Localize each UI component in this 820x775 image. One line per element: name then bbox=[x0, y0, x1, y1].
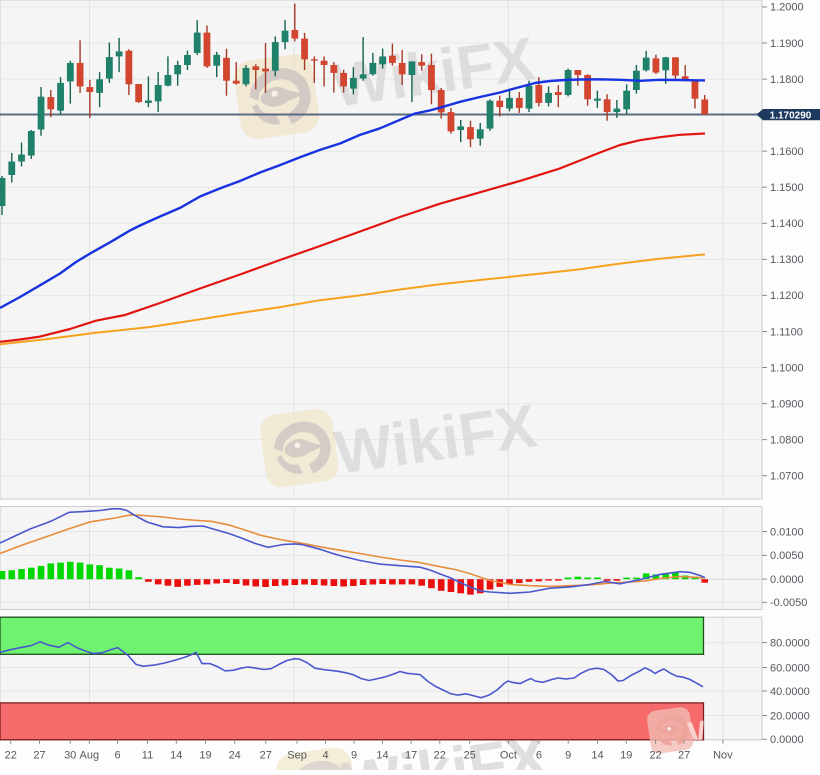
svg-text:1.170290: 1.170290 bbox=[770, 110, 812, 121]
svg-text:1.0800: 1.0800 bbox=[770, 434, 804, 446]
svg-text:60.0000: 60.0000 bbox=[770, 662, 810, 674]
svg-text:1.1000: 1.1000 bbox=[770, 362, 804, 374]
svg-text:19: 19 bbox=[620, 750, 632, 762]
svg-text:20.0000: 20.0000 bbox=[770, 710, 810, 722]
svg-text:4: 4 bbox=[322, 750, 328, 762]
svg-text:17: 17 bbox=[405, 750, 417, 762]
svg-text:80.0000: 80.0000 bbox=[770, 637, 810, 649]
svg-text:1.1300: 1.1300 bbox=[770, 254, 804, 266]
svg-text:22: 22 bbox=[5, 750, 17, 762]
svg-text:1.0900: 1.0900 bbox=[770, 398, 804, 410]
svg-text:6: 6 bbox=[536, 750, 542, 762]
svg-text:1.1600: 1.1600 bbox=[770, 146, 804, 158]
svg-text:1.1200: 1.1200 bbox=[770, 290, 804, 302]
svg-text:6: 6 bbox=[115, 750, 121, 762]
svg-text:24: 24 bbox=[229, 750, 241, 762]
svg-text:0.0100: 0.0100 bbox=[770, 526, 804, 538]
svg-text:19: 19 bbox=[199, 750, 211, 762]
svg-text:40.0000: 40.0000 bbox=[770, 686, 810, 698]
svg-text:25: 25 bbox=[464, 750, 476, 762]
svg-text:9: 9 bbox=[351, 750, 357, 762]
svg-text:0.0050: 0.0050 bbox=[770, 550, 804, 562]
svg-text:1.1500: 1.1500 bbox=[770, 182, 804, 194]
svg-text:27: 27 bbox=[260, 750, 272, 762]
svg-text:1.1800: 1.1800 bbox=[770, 74, 804, 86]
svg-text:Aug: Aug bbox=[80, 750, 100, 762]
svg-text:27: 27 bbox=[678, 750, 690, 762]
svg-text:14: 14 bbox=[376, 750, 388, 762]
svg-text:Sep: Sep bbox=[287, 750, 307, 762]
svg-text:1.2000: 1.2000 bbox=[770, 2, 804, 14]
svg-text:0.0000: 0.0000 bbox=[770, 574, 804, 586]
svg-text:9: 9 bbox=[565, 750, 571, 762]
svg-text:11: 11 bbox=[142, 750, 153, 762]
svg-text:14: 14 bbox=[170, 750, 182, 762]
svg-text:Nov: Nov bbox=[713, 750, 733, 762]
svg-text:22: 22 bbox=[434, 750, 446, 762]
svg-text:0.0000: 0.0000 bbox=[770, 734, 804, 746]
svg-text:1.1100: 1.1100 bbox=[770, 326, 803, 338]
svg-text:22: 22 bbox=[649, 750, 661, 762]
svg-text:14: 14 bbox=[591, 750, 603, 762]
svg-text:1.1400: 1.1400 bbox=[770, 218, 804, 230]
svg-text:Oct: Oct bbox=[500, 750, 517, 762]
svg-text:1.1900: 1.1900 bbox=[770, 38, 804, 50]
svg-text:W: W bbox=[686, 712, 724, 754]
svg-text:30: 30 bbox=[64, 750, 76, 762]
svg-text:1.0700: 1.0700 bbox=[770, 471, 804, 483]
svg-text:27: 27 bbox=[33, 750, 45, 762]
svg-text:-0.0050: -0.0050 bbox=[770, 597, 807, 609]
